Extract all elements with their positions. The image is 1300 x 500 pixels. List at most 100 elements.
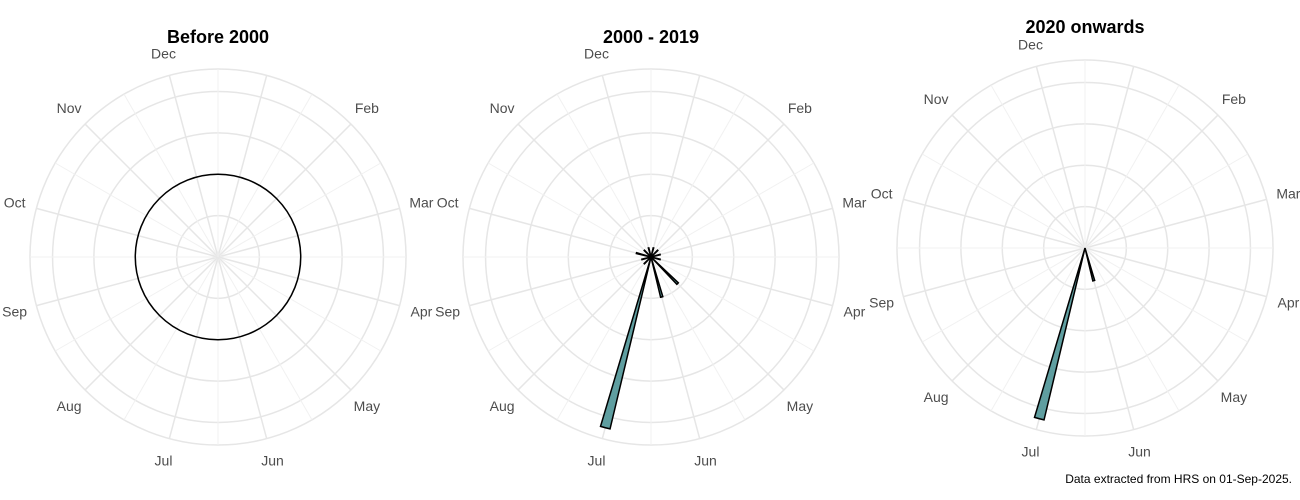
grid-spoke [217,256,400,307]
grid-spoke-minor [217,162,382,258]
month-label-feb: Feb [1222,91,1246,107]
grid-spoke-minor [990,84,1086,249]
grid-spoke [217,256,352,391]
grid-spoke-minor [1084,153,1249,249]
grid-spoke-minor [1084,84,1180,249]
grid-spoke [951,247,1086,382]
month-label-jul: Jul [155,452,173,468]
data-source-footnote: Data extracted from HRS on 01-Sep-2025. [1065,472,1292,486]
month-label-dec: Dec [1018,37,1043,53]
month-label-mar: Mar [409,195,433,211]
bar-nov [643,249,652,258]
bar-sep [640,256,652,261]
grid-spoke-minor [650,256,746,421]
bar-mar [650,253,662,258]
grid-spoke-minor [650,93,746,258]
month-label-dec: Dec [584,46,609,62]
bar-jun [1084,247,1096,282]
grid-spoke [168,256,219,439]
month-label-mar: Mar [1276,186,1300,202]
month-label-jun: Jun [1128,443,1151,459]
polar-grid [462,68,840,446]
month-label-jun: Jun [694,452,717,468]
bar-feb [650,249,659,258]
grid-spoke-minor [1084,247,1249,343]
grid-spoke-minor [217,256,382,352]
month-label-mar: Mar [842,195,866,211]
bars [1033,247,1096,421]
polar-chart-2020-onwards: 2020 onwards Feb Mar Apr May Jun Jul Aug Sep Oct N… [869,17,1300,459]
month-label-apr: Apr [1277,294,1299,310]
grid-spoke-minor [990,247,1086,412]
grid-spoke [1084,198,1267,249]
grid-spoke [517,256,652,391]
grid-spoke [951,114,1086,249]
month-labels: Feb Mar Apr May Jun Jul Aug Sep Oct Nov Dec [869,37,1300,460]
grid-spoke-minor [1084,247,1180,412]
month-label-oct: Oct [871,186,893,202]
bar-jun [650,256,664,299]
month-label-aug: Aug [490,398,515,414]
bar-aug [643,256,652,265]
bar-dec [647,246,652,258]
chart-title: Before 2000 [167,27,269,47]
grid-spoke [650,207,833,258]
month-label-apr: Apr [843,303,865,319]
grid-spoke [84,256,219,391]
month-label-feb: Feb [788,100,812,116]
grid-spoke [84,123,219,258]
polar-chart-2000-2019: 2000 - 2019 Feb Mar Apr May Jun Jul Aug Sep Oct No… [435,27,867,468]
grid-spoke-minor [650,162,815,258]
month-label-sep: Sep [2,303,27,319]
month-label-may: May [1221,389,1247,405]
month-label-feb: Feb [355,100,379,116]
grid-spoke [36,256,219,307]
grid-spoke-minor [921,247,1086,343]
grid-spoke [1084,247,1219,382]
grid-spoke-minor [217,256,313,421]
grid-spoke [1035,66,1086,249]
grid-spoke [601,75,652,258]
grid-spoke-minor [487,162,652,258]
grid-spoke [517,123,652,258]
month-label-sep: Sep [435,303,460,319]
grid-spoke [650,123,785,258]
grid-spoke [217,75,268,258]
bar-jul [599,256,652,430]
month-label-aug: Aug [57,398,82,414]
bar-uniform-circle [134,173,302,341]
grid-spoke [469,256,652,307]
grid-spoke [217,207,400,258]
grid-spoke [36,207,219,258]
month-label-nov: Nov [924,91,949,107]
bars [134,173,302,341]
grid-spoke [217,123,352,258]
polar-chart-before-2000: Before 2000 Feb Mar Apr May Jun Jul Aug Sep Oct No… [2,27,434,468]
grid-spoke [650,256,833,307]
chart-title: 2020 onwards [1025,17,1144,37]
grid-spoke-minor [650,256,815,352]
grid-spoke [903,198,1086,249]
grid-spoke [217,256,268,439]
grid-spoke [1084,66,1135,249]
month-label-sep: Sep [869,294,894,310]
month-label-may: May [354,398,380,414]
month-label-jul: Jul [588,452,606,468]
grid-spoke [650,75,701,258]
month-label-apr: Apr [410,303,432,319]
grid-spoke-minor [556,256,652,421]
grid-spoke-minor [921,153,1086,249]
grid-spoke-minor [123,93,219,258]
bar-oct [635,251,652,258]
bar-jul [1033,247,1086,421]
grid-spoke [1084,114,1219,249]
bars [599,246,680,430]
grid-spoke [903,247,1086,298]
grid-spoke-minor [54,256,219,352]
month-label-nov: Nov [490,100,515,116]
polar-grid [896,59,1274,437]
month-label-jun: Jun [261,452,284,468]
bar-may [650,256,680,286]
bar-apr [650,256,662,261]
